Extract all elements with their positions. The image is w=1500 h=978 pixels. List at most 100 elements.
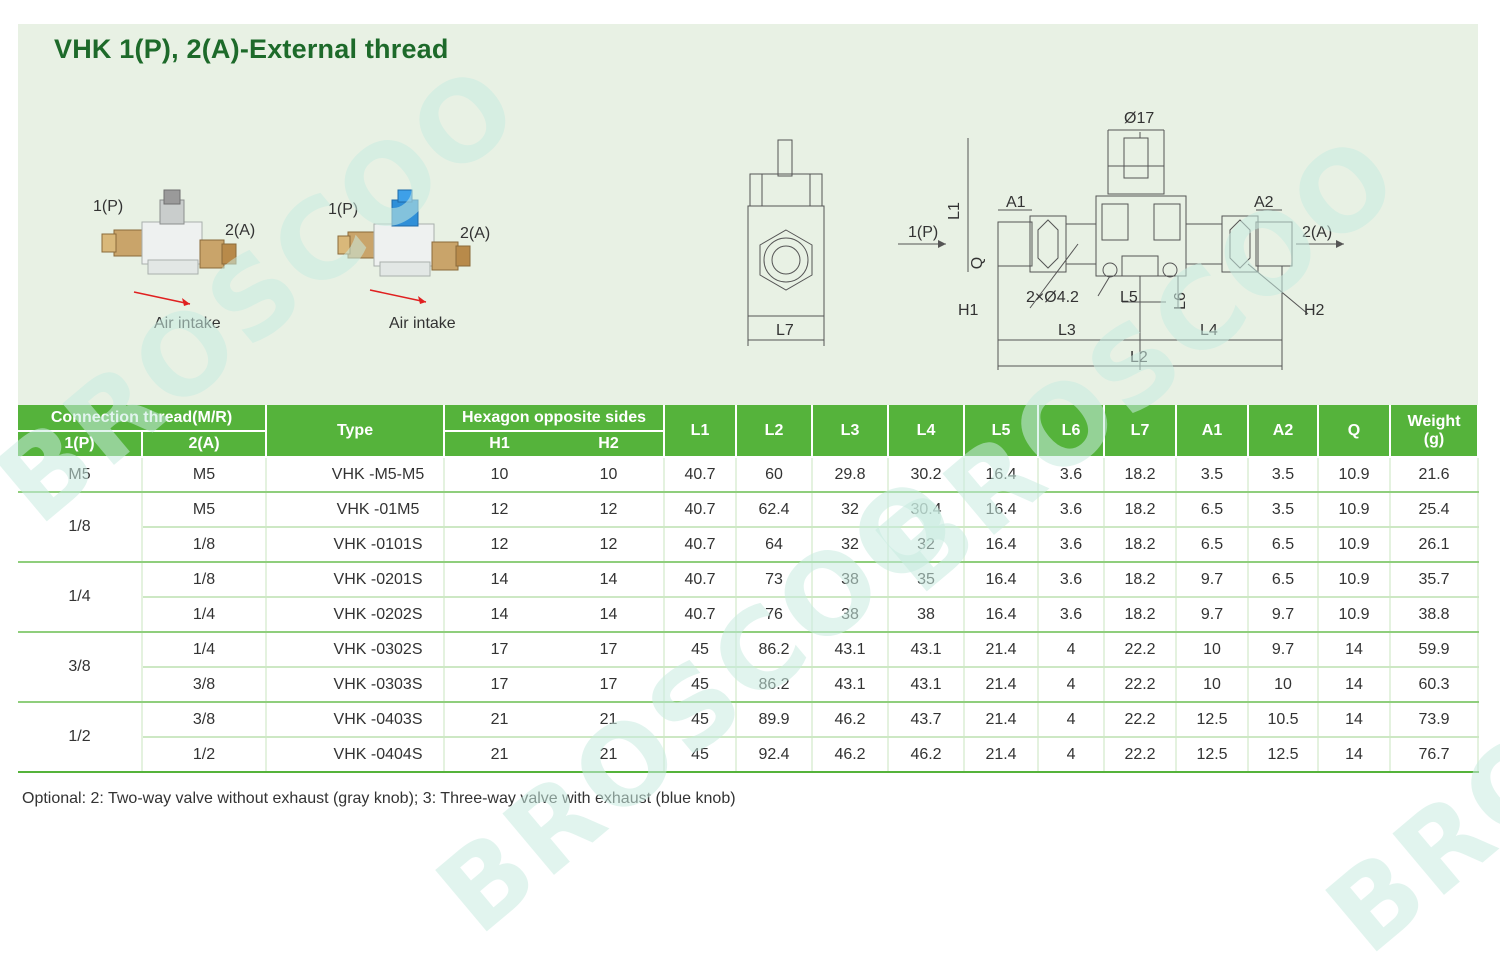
cell-L2: 60 [736, 457, 814, 493]
cell-port2: 1/4 [142, 632, 268, 668]
table-row: M5 M5 VHK -M5-M5 10 10 40.7 60 29.8 30.2 16.4 3.6 1… [18, 457, 1480, 493]
cell-type: VHK -M5-M5 [266, 457, 446, 493]
cell-L5: 16.4 [964, 457, 1040, 493]
cell-L7: 22.2 [1104, 632, 1178, 668]
cell-h1: 17 [490, 675, 509, 693]
cell-type: VHK -0101S [266, 527, 446, 563]
cell-port2: 1/8 [142, 527, 268, 563]
cell-L1: 40.7 [664, 562, 738, 598]
cell-Q: 10.9 [1318, 527, 1392, 563]
cell-port2: 3/8 [142, 667, 268, 703]
cell-L4: 43.7 [888, 702, 966, 738]
side-view-drawing [898, 129, 1344, 370]
cell-A1: 9.7 [1176, 562, 1250, 598]
cell-Q: 14 [1318, 667, 1392, 703]
table-row: 3/8 VHK -0303S 17 17 45 86.2 43.1 43.1 21.4 4 22.2… [18, 667, 1480, 703]
header-connection-thread: Connection thread(M/R) [18, 405, 268, 432]
cell-L1: 45 [664, 737, 738, 773]
cell-W: 38.8 [1390, 597, 1480, 633]
header-L3: L3 [812, 405, 890, 458]
cell-h2: 12 [599, 535, 618, 553]
cell-A2: 6.5 [1248, 527, 1320, 563]
cell-L1: 40.7 [664, 457, 738, 493]
header-L4: L4 [888, 405, 966, 458]
cell-L7: 18.2 [1104, 597, 1178, 633]
header-L5: L5 [964, 405, 1040, 458]
cell-L3: 46.2 [812, 737, 890, 773]
front-view-drawing [747, 139, 825, 346]
cell-L2: 86.2 [736, 632, 814, 668]
cell-h1: 21 [490, 745, 509, 763]
cell-Q: 10.9 [1318, 562, 1392, 598]
cell-A2: 12.5 [1248, 737, 1320, 773]
cell-A1: 3.5 [1176, 457, 1250, 493]
cell-type: VHK -0302S [266, 632, 446, 668]
cell-W: 21.6 [1390, 457, 1480, 493]
header-h2: H2 [598, 435, 619, 452]
cell-L4: 32 [888, 527, 966, 563]
cell-L6: 4 [1038, 702, 1106, 738]
cell-hexagon: 17 17 [444, 667, 666, 703]
cell-h2: 21 [599, 710, 618, 728]
cell-L6: 3.6 [1038, 492, 1106, 528]
dim-L1: L1 [945, 202, 963, 220]
cell-L1: 45 [664, 632, 738, 668]
product1-port1-label: 1(P) [93, 198, 124, 215]
cell-L7: 18.2 [1104, 492, 1178, 528]
cell-L1: 40.7 [664, 527, 738, 563]
cell-A1: 10 [1176, 667, 1250, 703]
cell-L4: 30.2 [888, 457, 966, 493]
cell-L6: 3.6 [1038, 597, 1106, 633]
cell-L6: 4 [1038, 667, 1106, 703]
cell-L4: 43.1 [888, 632, 966, 668]
cell-A1: 12.5 [1176, 737, 1250, 773]
cell-h1: 17 [490, 640, 509, 658]
cell-W: 76.7 [1390, 737, 1480, 773]
cell-L4: 43.1 [888, 667, 966, 703]
cell-A1: 6.5 [1176, 527, 1250, 563]
cell-L5: 16.4 [964, 597, 1040, 633]
cell-h2: 17 [599, 640, 618, 658]
cell-L4: 30.4 [888, 492, 966, 528]
header-A2: A2 [1248, 405, 1320, 458]
cell-type: VHK -0201S [266, 562, 446, 598]
header-L2: L2 [736, 405, 814, 458]
cell-A1: 12.5 [1176, 702, 1250, 738]
cell-hexagon: 12 12 [444, 492, 666, 528]
cell-W: 73.9 [1390, 702, 1480, 738]
cell-W: 26.1 [1390, 527, 1480, 563]
cell-W: 59.9 [1390, 632, 1480, 668]
dim-L7: L7 [776, 322, 794, 339]
cell-L7: 22.2 [1104, 667, 1178, 703]
dim-L4: L4 [1200, 322, 1218, 339]
header-port2: 2(A) [142, 431, 268, 458]
header-L7: L7 [1104, 405, 1178, 458]
header-h1: H1 [489, 435, 510, 452]
cell-L3: 29.8 [812, 457, 890, 493]
cell-L6: 4 [1038, 737, 1106, 773]
product-photos [101, 129, 1344, 370]
cell-type: VHK -01M5 [266, 492, 446, 528]
cell-L7: 22.2 [1104, 737, 1178, 773]
dim-L5: L5 [1120, 289, 1138, 306]
header-h1-h2: H1 H2 [444, 431, 666, 458]
cell-hexagon: 12 12 [444, 527, 666, 563]
cell-L2: 62.4 [736, 492, 814, 528]
table-row: 1/8 VHK -0101S 12 12 40.7 64 32 32 16.4 3.6 18.2 6.… [18, 527, 1480, 563]
table-row: 1/8 M5 VHK -01M5 12 12 40.7 62.4 32 30.4 16.4 3.6 1… [18, 492, 1480, 563]
header-type: Type [266, 405, 446, 458]
product2-port2-label: 2(A) [460, 225, 491, 242]
cell-L6: 3.6 [1038, 562, 1106, 598]
cell-L2: 86.2 [736, 667, 814, 703]
dim-H1: H1 [958, 302, 979, 319]
cell-L2: 64 [736, 527, 814, 563]
cell-h1: 10 [490, 465, 509, 483]
header-weight-unit: (g) [1423, 430, 1445, 448]
table-row: 1/4 1/8 VHK -0201S 14 14 40.7 73 38 35 16.4 3.6 18.… [18, 562, 1480, 633]
cell-hexagon: 21 21 [444, 702, 666, 738]
cell-Q: 14 [1318, 737, 1392, 773]
header-port1: 1(P) [18, 431, 143, 458]
cell-port2: M5 [142, 457, 268, 493]
header-L1: L1 [664, 405, 738, 458]
product2-port1-label: 1(P) [328, 201, 359, 218]
